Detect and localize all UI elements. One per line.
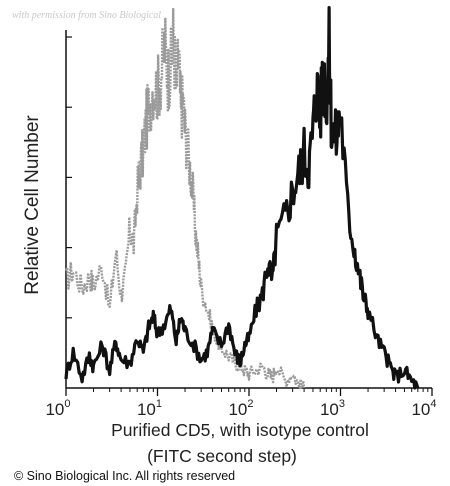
y-axis-ticks bbox=[66, 36, 72, 319]
series-line-purified-cd5 bbox=[64, 6, 420, 390]
x-tick-label: 102 bbox=[228, 398, 253, 419]
series-line-isotype-control bbox=[64, 7, 306, 390]
x-axis-ticks: 100 101 102 103 104 bbox=[45, 388, 437, 419]
x-axis-label-line1: Purified CD5, with isotype control bbox=[111, 420, 369, 440]
watermark: with permission from Sino Biological bbox=[12, 10, 161, 21]
y-axis-label: Relative Cell Number bbox=[22, 115, 43, 295]
x-tick-label: 103 bbox=[320, 398, 345, 419]
x-tick-label: 100 bbox=[45, 398, 70, 419]
series-layer bbox=[64, 6, 420, 390]
plot-area: 100 101 102 103 104 bbox=[45, 6, 437, 419]
copyright-notice: © Sino Biological Inc. All rights reserv… bbox=[14, 469, 235, 483]
x-axis-label-line2: (FITC second step) bbox=[147, 446, 297, 466]
x-tick-label: 101 bbox=[137, 398, 162, 419]
x-tick-label: 104 bbox=[411, 398, 436, 419]
